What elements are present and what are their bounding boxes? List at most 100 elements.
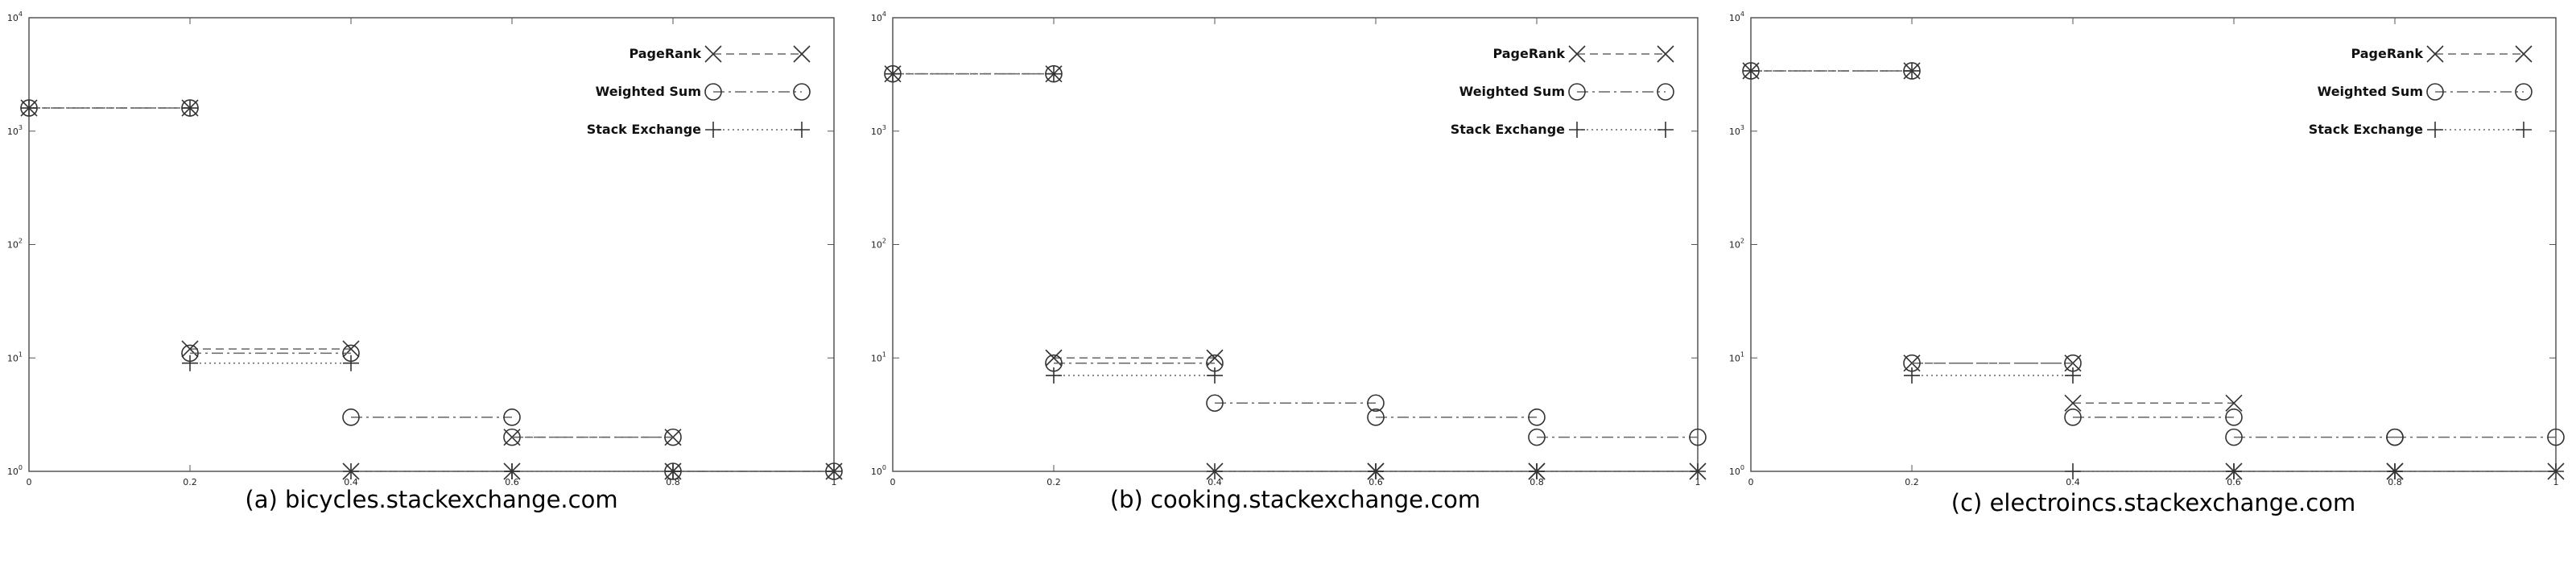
y-tick-label: 100 xyxy=(7,464,23,477)
y-tick-label: 103 xyxy=(1729,124,1744,137)
y-tick-label: 101 xyxy=(7,350,23,363)
x-tick-label: 0.2 xyxy=(1905,477,1919,487)
y-tick-label: 101 xyxy=(1729,350,1744,363)
data-point-circle xyxy=(1689,428,1707,446)
x-tick-label: 1 xyxy=(1695,477,1701,487)
data-point-plus xyxy=(885,65,901,82)
series-x xyxy=(884,65,1707,480)
x-tick-label: 0 xyxy=(1748,477,1754,487)
series-plus xyxy=(885,65,1706,479)
legend-marker-circle xyxy=(1657,83,1674,101)
legend-marker-x xyxy=(2515,45,2533,63)
data-point-plus xyxy=(182,100,198,117)
data-point-circle xyxy=(2225,428,2243,446)
x-tick-label: 0.8 xyxy=(1530,477,1544,487)
legend-marker-plus xyxy=(2516,122,2532,138)
y-tick-label: 100 xyxy=(871,464,886,477)
data-point-circle xyxy=(1206,394,1224,413)
legend-marker-circle xyxy=(704,83,722,101)
legend-marker-x xyxy=(704,45,722,63)
y-tick-label: 102 xyxy=(7,238,23,251)
data-point-x xyxy=(342,340,360,358)
x-tick-label: 0.6 xyxy=(1368,477,1383,487)
data-point-plus xyxy=(665,463,681,479)
data-point-plus xyxy=(1207,463,1223,479)
plot-frame xyxy=(28,17,835,472)
y-tick-label: 104 xyxy=(871,10,886,23)
y-tick-label: 102 xyxy=(1729,238,1744,251)
legend-marker-x xyxy=(793,45,811,63)
data-point-plus xyxy=(343,355,359,371)
figure-caption: (c) electroincs.stackexchange.com xyxy=(1951,489,2355,516)
data-point-x xyxy=(2225,394,2243,412)
series-circle xyxy=(20,99,843,480)
figure-caption: (a) bicycles.stackexchange.com xyxy=(245,486,617,513)
data-point-plus xyxy=(1368,463,1384,479)
data-point-plus xyxy=(1046,367,1062,384)
data-point-plus xyxy=(1690,463,1706,479)
chart-panel-2: 0 0.2 0.4 0.6 0.8 1 100 101 102 103 104 PageRank Wei… xyxy=(871,10,1707,513)
legend-marker-x xyxy=(1657,45,1674,63)
legend-marker-circle xyxy=(2515,83,2533,101)
figure-caption: (b) cooking.stackexchange.com xyxy=(1110,486,1480,513)
y-tick-label: 102 xyxy=(871,238,886,251)
data-point-plus xyxy=(2226,463,2242,479)
legend-label: PageRank xyxy=(629,46,701,61)
data-point-plus xyxy=(2387,463,2403,479)
data-point-circle xyxy=(1528,408,1546,426)
legend-label: PageRank xyxy=(2351,46,2423,61)
data-point-circle xyxy=(342,408,360,426)
legend-marker-circle xyxy=(1568,83,1586,101)
data-point-plus xyxy=(826,463,842,479)
chart-panel-1: 0 0.2 0.4 0.6 0.8 1 100 101 102 103 104 PageRank Wei… xyxy=(7,10,843,513)
y-tick-label: 100 xyxy=(1729,464,1744,477)
legend-marker-x xyxy=(1568,45,1586,63)
data-point-circle xyxy=(664,428,682,446)
data-point-plus xyxy=(2065,367,2081,384)
data-point-plus xyxy=(1207,367,1223,384)
data-point-plus xyxy=(2065,463,2081,479)
series-plus xyxy=(21,100,842,479)
data-point-circle xyxy=(2547,428,2565,446)
data-point-x xyxy=(181,340,199,358)
series-circle xyxy=(884,64,1707,446)
data-point-plus xyxy=(21,100,37,117)
legend-marker-plus xyxy=(1657,122,1674,138)
x-tick-label: 1 xyxy=(832,477,837,487)
data-point-circle xyxy=(2064,408,2082,426)
series-plus xyxy=(1743,62,2564,479)
data-point-x xyxy=(2064,394,2082,412)
x-tick-label: 0.2 xyxy=(183,477,197,487)
y-tick-label: 101 xyxy=(871,350,886,363)
x-tick-label: 0 xyxy=(27,477,32,487)
data-point-circle xyxy=(1367,394,1385,413)
x-tick-label: 0.6 xyxy=(505,477,519,487)
data-point-circle xyxy=(2225,408,2243,426)
data-point-plus xyxy=(1904,62,1920,79)
legend-label: Weighted Sum xyxy=(2318,84,2423,99)
data-point-plus xyxy=(2548,463,2564,479)
y-tick-label: 103 xyxy=(871,124,886,137)
x-tick-label: 0.6 xyxy=(2227,477,2241,487)
legend-marker-plus xyxy=(2427,122,2443,138)
data-point-circle xyxy=(503,408,521,426)
legend-marker-plus xyxy=(705,122,721,138)
data-point-plus xyxy=(343,463,359,479)
x-tick-label: 0.4 xyxy=(344,477,358,487)
x-tick-label: 0 xyxy=(890,477,896,487)
legend-marker-plus xyxy=(794,122,810,138)
legend-marker-circle xyxy=(793,83,811,101)
legend-label: PageRank xyxy=(1492,46,1565,61)
legend-label: Stack Exchange xyxy=(587,122,701,137)
chart-panel-3: 0 0.2 0.4 0.6 0.8 1 100 101 102 103 104 PageRank Wei… xyxy=(1729,10,2565,516)
data-point-plus xyxy=(182,355,198,371)
legend-marker-plus xyxy=(1569,122,1585,138)
x-tick-label: 1 xyxy=(2553,477,2559,487)
data-point-plus xyxy=(1743,62,1759,79)
legend-marker-x xyxy=(2426,45,2444,63)
series-x xyxy=(20,99,843,480)
legend-label: Weighted Sum xyxy=(1459,84,1565,99)
data-point-circle xyxy=(2386,428,2404,446)
data-point-plus xyxy=(1529,463,1545,479)
